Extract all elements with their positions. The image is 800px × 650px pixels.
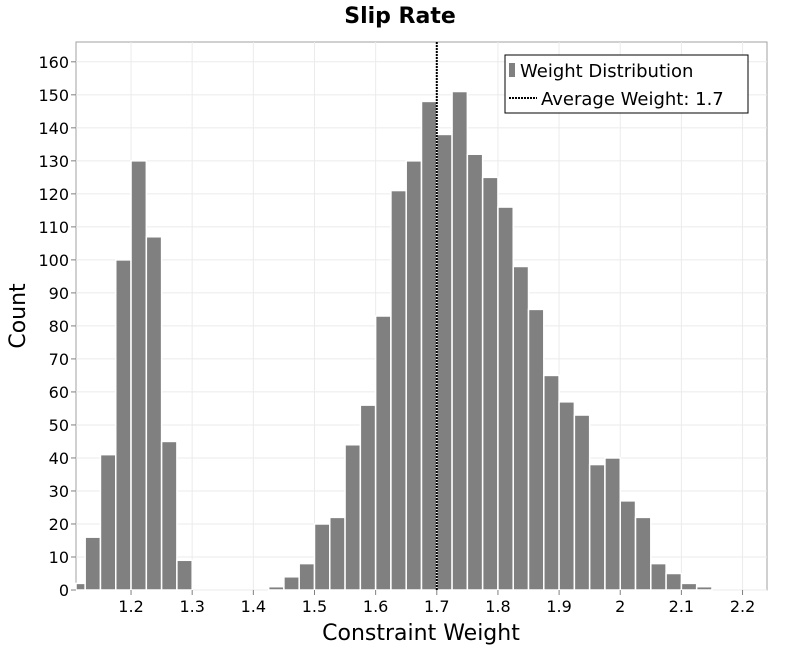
- x-tick-label: 2.2: [730, 597, 755, 616]
- x-tick-label: 1.6: [363, 597, 388, 616]
- histogram-bar: [665, 572, 683, 591]
- histogram-bar: [680, 582, 698, 591]
- bar-layer: [75, 90, 713, 591]
- y-tick-label: 130: [38, 152, 69, 171]
- y-tick-label: 110: [38, 218, 69, 237]
- histogram-bar: [283, 576, 300, 591]
- y-tick-label: 70: [49, 350, 69, 369]
- legend-label-average-weight: Average Weight: 1.7: [541, 89, 724, 110]
- x-tick-label: 1.2: [118, 597, 143, 616]
- y-tick-label: 30: [49, 482, 69, 501]
- legend-label-weight-distribution: Weight Distribution: [520, 61, 693, 82]
- histogram-bar: [695, 585, 713, 591]
- histogram-bar: [114, 259, 132, 591]
- y-tick-label: 90: [49, 284, 69, 303]
- y-tick-label: 10: [49, 548, 69, 567]
- histogram-bar: [390, 189, 407, 591]
- histogram-bar: [497, 206, 514, 591]
- histogram-bar: [145, 236, 163, 591]
- y-tick-label: 140: [38, 119, 69, 138]
- legend: Weight Distribution Average Weight: 1.7: [504, 54, 749, 114]
- y-tick-label: 100: [38, 251, 69, 270]
- histogram-bar: [436, 133, 453, 591]
- x-tick-label: 1.4: [241, 597, 266, 616]
- histogram-bar: [481, 176, 499, 591]
- histogram-bar: [313, 523, 331, 591]
- histogram-bar: [359, 404, 377, 591]
- histogram-bar: [176, 559, 193, 591]
- histogram-bar: [99, 453, 117, 591]
- y-tick-label: 80: [49, 317, 69, 336]
- y-tick-label: 60: [49, 383, 69, 402]
- histogram-bar: [634, 516, 652, 591]
- legend-swatch-bars: [509, 63, 515, 77]
- histogram-bar: [374, 315, 392, 591]
- histogram-bar: [160, 440, 178, 591]
- histogram-bar: [420, 100, 438, 591]
- histogram-bar: [344, 443, 362, 591]
- y-tick-label: 20: [49, 515, 69, 534]
- y-axis-label: Count: [6, 283, 31, 349]
- y-tick-label: 50: [49, 416, 69, 435]
- histogram-bar: [573, 414, 591, 591]
- y-tick-label: 160: [38, 53, 69, 72]
- y-tick-label: 40: [49, 449, 69, 468]
- histogram-bar: [527, 308, 545, 591]
- histogram-bar: [619, 500, 637, 591]
- histogram-bar: [84, 536, 102, 591]
- x-tick-label: 1.3: [179, 597, 204, 616]
- x-tick-label: 1.8: [485, 597, 510, 616]
- histogram-bar: [329, 516, 346, 591]
- y-tick-label: 150: [38, 86, 69, 105]
- legend-box: [504, 54, 749, 114]
- x-tick-label: 1.9: [546, 597, 571, 616]
- x-axis-label: Constraint Weight: [322, 621, 520, 646]
- histogram-bar: [405, 160, 423, 591]
- histogram-bar: [588, 463, 606, 591]
- histogram-bar: [512, 265, 530, 591]
- histogram-bar: [267, 585, 285, 591]
- histogram-bar: [466, 153, 484, 591]
- y-axis-ticks: 0 10 20 30 40 50 60 70 80 90 100 110 120 130 140 150 160: [38, 53, 76, 600]
- x-tick-label: 2: [615, 597, 625, 616]
- x-axis-ticks: 1.2 1.3 1.4 1.5 1.6 1.7 1.8 1.9 2 2.1 2.2: [118, 590, 755, 616]
- x-tick-label: 2.1: [669, 597, 694, 616]
- histogram-bar: [543, 374, 560, 591]
- histogram-bar: [650, 562, 667, 591]
- histogram-bar: [451, 90, 469, 591]
- histogram-bar: [130, 160, 148, 591]
- histogram-bar: [298, 562, 316, 591]
- histogram-bar: [75, 582, 86, 591]
- chart-title: Slip Rate: [344, 4, 456, 29]
- histogram-bar: [558, 401, 576, 591]
- x-tick-label: 1.7: [424, 597, 449, 616]
- histogram-bar: [604, 457, 621, 591]
- y-tick-label: 0: [59, 581, 69, 600]
- y-tick-label: 120: [38, 185, 69, 204]
- x-tick-label: 1.5: [302, 597, 327, 616]
